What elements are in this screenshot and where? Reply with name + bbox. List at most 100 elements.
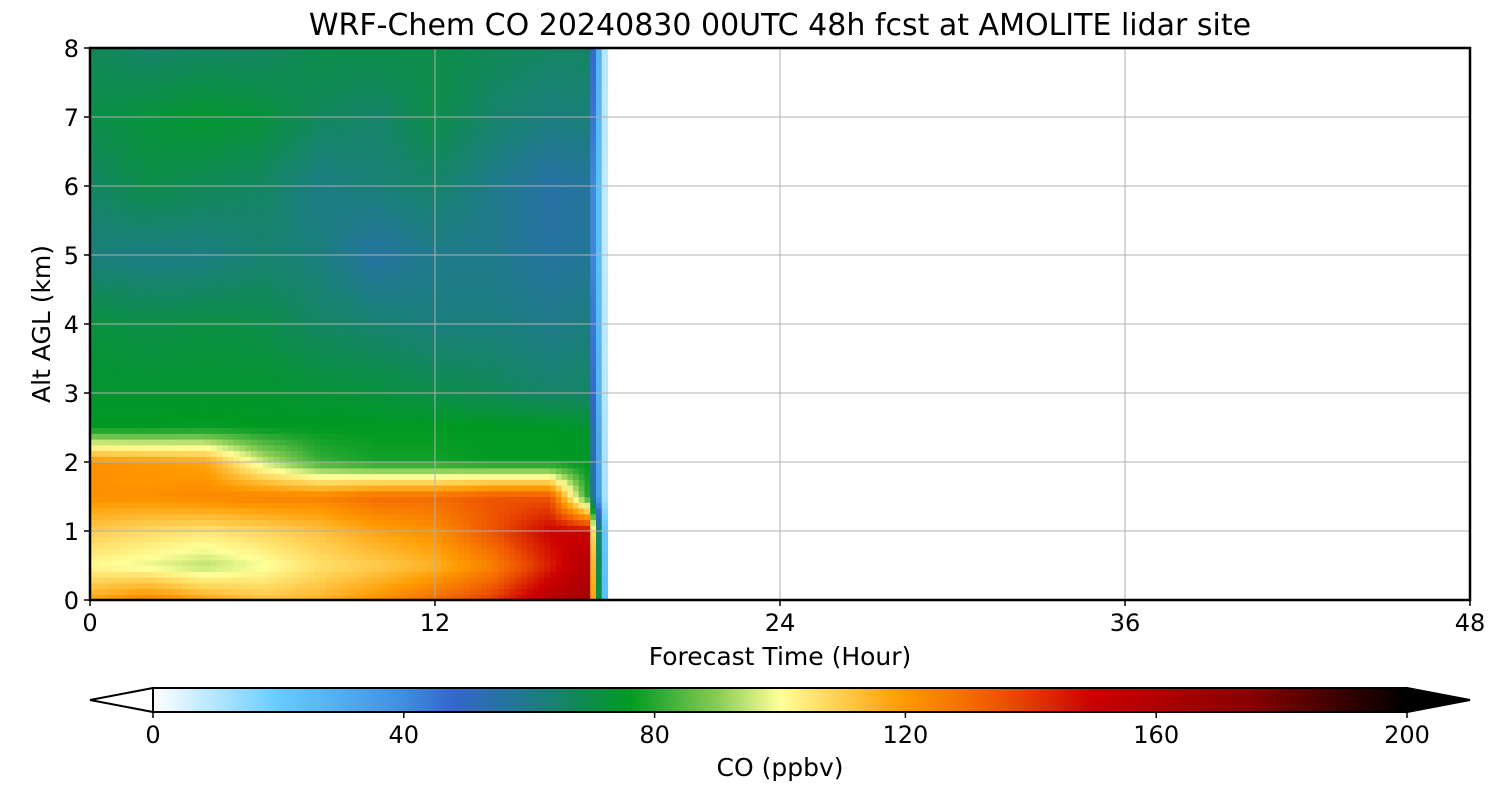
heatmap-cell (199, 88, 206, 95)
heatmap-cell (325, 352, 333, 360)
heatmap-cell (245, 439, 252, 446)
heatmap-cell (371, 203, 379, 210)
heatmap-cell (90, 59, 97, 66)
heatmap-cell (141, 226, 149, 233)
heatmap-cell (383, 157, 390, 164)
heatmap-cell (233, 163, 241, 170)
heatmap-cell (239, 255, 246, 262)
heatmap-cell (360, 99, 367, 107)
heatmap-cell (159, 163, 166, 170)
heatmap-cell (164, 467, 172, 475)
heatmap-cell (308, 381, 315, 388)
heatmap-cell (141, 548, 149, 555)
heatmap-cell (233, 220, 241, 227)
heatmap-cell (170, 157, 177, 164)
heatmap-cell (337, 180, 344, 187)
heatmap-cell (302, 536, 310, 544)
heatmap-cell (279, 48, 287, 55)
heatmap-cell (228, 456, 235, 463)
heatmap-cell (159, 571, 166, 578)
heatmap-cell (182, 278, 189, 285)
heatmap-cell (118, 531, 126, 538)
heatmap-cell (337, 490, 344, 498)
heatmap-cell (90, 186, 97, 193)
heatmap-cell (222, 76, 229, 84)
heatmap-cell (199, 485, 206, 492)
heatmap-cell (124, 157, 131, 164)
heatmap-cell (337, 301, 344, 308)
heatmap-cell (251, 76, 258, 84)
heatmap-cell (193, 525, 200, 532)
heatmap-cell (320, 496, 327, 503)
heatmap-cell (113, 197, 120, 204)
heatmap-cell (337, 203, 344, 210)
heatmap-cell (124, 214, 131, 222)
heatmap-cell (187, 82, 195, 89)
heatmap-cell (302, 237, 310, 245)
heatmap-cell (343, 456, 350, 463)
heatmap-cell (245, 582, 252, 590)
heatmap-cell (251, 128, 258, 135)
heatmap-cell (118, 243, 126, 250)
heatmap-cell (182, 232, 189, 239)
heatmap-cell (331, 48, 338, 55)
heatmap-cell (170, 226, 177, 233)
heatmap-cell (153, 289, 160, 296)
heatmap-cell (343, 393, 350, 400)
heatmap-cell (107, 347, 114, 354)
heatmap-cell (205, 59, 212, 66)
heatmap-cell (274, 450, 281, 457)
heatmap-cell (371, 416, 379, 423)
heatmap-cell (210, 180, 218, 187)
heatmap-cell (343, 111, 350, 118)
heatmap-cell (245, 145, 252, 153)
heatmap-cell (95, 94, 103, 101)
heatmap-cell (233, 375, 241, 383)
heatmap-cell (101, 226, 108, 233)
heatmap-cell (251, 226, 258, 233)
heatmap-cell (118, 174, 126, 181)
heatmap-cell (371, 168, 379, 176)
heatmap-cell (308, 203, 315, 210)
heatmap-cell (193, 427, 200, 434)
heatmap-cell (159, 168, 166, 176)
heatmap-cell (360, 531, 367, 538)
heatmap-cell (113, 94, 120, 101)
heatmap-cell (245, 266, 252, 273)
heatmap-cell (205, 128, 212, 135)
heatmap-cell (268, 226, 275, 233)
heatmap-cell (343, 404, 350, 411)
heatmap-cell (239, 393, 246, 400)
heatmap-cell (233, 209, 241, 216)
heatmap-cell (170, 289, 177, 296)
heatmap-cell (262, 375, 269, 383)
heatmap-cell (216, 105, 223, 112)
heatmap-cell (95, 335, 103, 342)
heatmap-cell (268, 203, 275, 210)
heatmap-cell (302, 105, 310, 112)
heatmap-cell (147, 450, 154, 457)
heatmap-cell (302, 266, 310, 273)
heatmap-cell (228, 82, 235, 89)
heatmap-cell (205, 249, 212, 256)
heatmap-cell (325, 577, 333, 584)
heatmap-cell (193, 99, 200, 107)
heatmap-cell (268, 209, 275, 216)
heatmap-cell (251, 490, 258, 498)
heatmap-cell (383, 490, 390, 498)
heatmap-cell (354, 283, 361, 291)
heatmap-cell (199, 301, 206, 308)
heatmap-cell (354, 582, 361, 590)
heatmap-cell (101, 214, 108, 222)
heatmap-cell (279, 226, 287, 233)
heatmap-cell (366, 249, 373, 256)
heatmap-cell (222, 571, 229, 578)
heatmap-cell (239, 266, 246, 273)
heatmap-cell (95, 111, 103, 118)
heatmap-cell (95, 232, 103, 239)
heatmap-cell (320, 416, 327, 423)
heatmap-cell (268, 312, 275, 319)
heatmap-cell (268, 278, 275, 285)
heatmap-cell (130, 186, 137, 193)
heatmap-cell (182, 76, 189, 84)
